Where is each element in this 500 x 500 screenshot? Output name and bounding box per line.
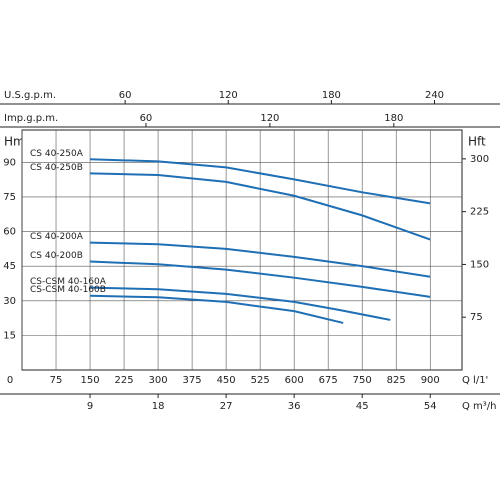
x3-tick-label: 120	[219, 90, 238, 101]
x-axis-label: Q l/1'	[462, 375, 488, 386]
x-tick-label: 750	[353, 375, 372, 386]
x-tick-label: 150	[80, 375, 99, 386]
x-tick-label: 375	[183, 375, 202, 386]
x3-tick-label: 60	[119, 90, 132, 101]
y2-tick-label: 75	[470, 312, 483, 323]
x2-tick-label: 36	[288, 401, 301, 412]
curve	[90, 260, 431, 298]
x-tick-label: 825	[387, 375, 406, 386]
y-tick-label: 15	[3, 330, 16, 341]
x2-axis-label: Q m³/h	[462, 401, 497, 412]
y2-tick-label: 300	[470, 154, 489, 165]
x-tick-label: 75	[50, 375, 63, 386]
curve-label: CS 40-200B	[30, 251, 83, 261]
y2-tick-label: 150	[470, 259, 489, 270]
x3-tick-label: 180	[322, 90, 341, 101]
x2-tick-label: 54	[424, 401, 437, 412]
y2-axis-label: Hft	[468, 135, 486, 149]
y-tick-label: 45	[3, 261, 16, 272]
x-tick-label: 525	[251, 375, 270, 386]
x2-tick-label: 27	[220, 401, 233, 412]
x-tick-label: 300	[149, 375, 168, 386]
curve-label: CS-CSM 40-160A	[30, 277, 107, 287]
y-axis-label: Hm	[4, 135, 25, 149]
y-tick-label: 60	[3, 227, 16, 238]
x-tick-label: 225	[115, 375, 134, 386]
x-tick-label: 900	[421, 375, 440, 386]
y-tick-label: 90	[3, 157, 16, 168]
x-tick-label: 600	[285, 375, 304, 386]
curve	[90, 294, 344, 324]
curve-label: CS 40-250A	[30, 149, 84, 159]
curve-label: CS 40-200A	[30, 232, 84, 242]
x2-tick-label: 18	[152, 401, 165, 412]
x3-tick-label: 240	[425, 90, 444, 101]
curve	[90, 172, 431, 241]
curve	[90, 241, 431, 278]
x-tick-label: 675	[319, 375, 338, 386]
x-tick-label: 0	[7, 375, 13, 386]
x2-tick-label: 9	[87, 401, 93, 412]
y2-tick-label: 225	[470, 207, 489, 218]
curve-label: CS-CSM 40-160B	[30, 285, 106, 295]
x4-axis-label: Imp.g.p.m.	[4, 113, 58, 124]
x3-axis-label: U.S.g.p.m.	[4, 90, 56, 101]
curve	[90, 158, 431, 205]
x4-tick-label: 120	[260, 113, 279, 124]
x4-tick-label: 60	[140, 113, 153, 124]
x4-tick-label: 180	[384, 113, 403, 124]
curve-label: CS 40-250B	[30, 163, 83, 173]
y-tick-label: 30	[3, 296, 16, 307]
x-tick-label: 450	[217, 375, 236, 386]
curve	[90, 286, 391, 321]
y-tick-label: 75	[3, 192, 16, 203]
x2-tick-label: 45	[356, 401, 369, 412]
